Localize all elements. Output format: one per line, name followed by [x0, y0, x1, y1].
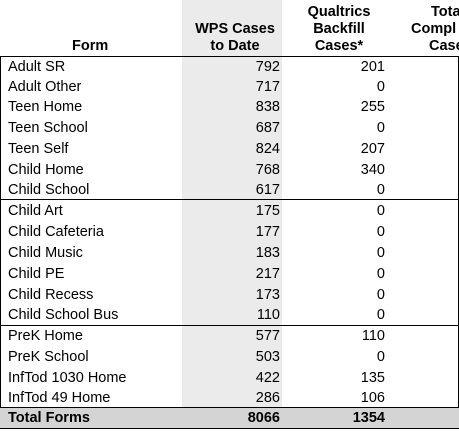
table-row: Child School 617 0	[0, 180, 459, 201]
header-qb-line3: Cases*	[314, 38, 364, 54]
row-wps-cell: 177	[255, 224, 280, 240]
total-form-label: Total Forms	[8, 410, 90, 426]
row-form-cell: Child Cafeteria	[8, 224, 104, 240]
header-wps: WPS Cases to Date	[190, 21, 280, 55]
total-qb-value: 1354	[352, 410, 385, 426]
table-row: Child Home 768 340	[0, 160, 459, 181]
header-form-label: Form	[72, 38, 109, 54]
header-rule	[0, 56, 459, 57]
row-form-cell: InfTod 49 Home	[8, 390, 111, 406]
row-form-cell: Teen Home	[8, 99, 83, 115]
row-qb-cell: 207	[360, 141, 385, 157]
row-qb-cell: 135	[360, 370, 385, 386]
row-wps-cell: 617	[255, 182, 280, 198]
row-qb-cell: 0	[376, 203, 385, 219]
row-form-cell: PreK School	[8, 349, 89, 365]
row-wps-cell: 110	[256, 307, 280, 323]
header-total-line2: Compl	[411, 21, 457, 37]
row-wps-cell: 503	[255, 349, 280, 365]
row-wps-cell: 286	[255, 390, 280, 406]
row-wps-cell: 183	[255, 245, 280, 261]
header-qb-line2: Backfill	[313, 21, 365, 37]
row-wps-cell: 217	[255, 266, 280, 282]
row-qb-cell: 340	[360, 162, 385, 178]
row-qb-cell: 0	[376, 224, 385, 240]
total-top-rule	[0, 407, 459, 408]
header-form: Form	[72, 38, 108, 55]
row-qb-cell: 0	[376, 266, 385, 282]
wps-column-shading	[182, 0, 282, 428]
table-row: Teen School 687 0	[0, 118, 459, 139]
row-form-cell: InfTod 1030 Home	[8, 370, 127, 386]
row-qb-cell: 0	[376, 307, 385, 323]
row-wps-cell: 173	[255, 287, 280, 303]
bottom-rule	[0, 428, 459, 429]
row-qb-cell: 110	[361, 328, 385, 344]
row-qb-cell: 0	[376, 120, 385, 136]
row-form-cell: Child School	[8, 182, 90, 198]
group-divider-1	[0, 199, 459, 200]
header-total-complete: Tota Compl Case	[405, 4, 459, 55]
table-row: InfTod 49 Home 286 106	[0, 388, 459, 409]
total-row: Total Forms 8066 1354	[0, 408, 459, 428]
table-row: PreK School 503 0	[0, 347, 459, 368]
row-form-cell: Child Recess	[8, 287, 94, 303]
row-form-cell: Child Music	[8, 245, 83, 261]
row-wps-cell: 175	[255, 203, 280, 219]
group-divider-2	[0, 325, 459, 326]
table-row: PreK Home 577 110	[0, 326, 459, 347]
left-border	[0, 56, 1, 428]
total-wps-value: 8066	[247, 410, 280, 426]
table-row: Child Music 183 0	[0, 243, 459, 264]
row-qb-cell: 201	[360, 59, 385, 75]
table-row: Child Recess 173 0	[0, 285, 459, 306]
table-row: Teen Self 824 207	[0, 139, 459, 160]
row-form-cell: PreK Home	[8, 328, 83, 344]
row-wps-cell: 824	[255, 141, 280, 157]
table-row: Adult SR 792 201	[0, 57, 459, 78]
row-form-cell: Child School Bus	[8, 307, 119, 323]
header-total-line1: Tota	[431, 4, 459, 20]
row-form-cell: Child Home	[8, 162, 84, 178]
header-wps-line1: WPS Cases	[195, 21, 275, 37]
row-wps-cell: 768	[255, 162, 280, 178]
row-qb-cell: 0	[376, 287, 385, 303]
table-row: Child PE 217 0	[0, 264, 459, 285]
row-wps-cell: 577	[255, 328, 280, 344]
row-qb-cell: 0	[376, 79, 385, 95]
row-wps-cell: 687	[255, 120, 280, 136]
row-form-cell: Adult SR	[8, 59, 66, 75]
row-form-cell: Child PE	[8, 266, 65, 282]
row-wps-cell: 422	[255, 370, 280, 386]
table-row: Child Cafeteria 177 0	[0, 222, 459, 243]
row-wps-cell: 838	[255, 99, 280, 115]
header-wps-line2: to Date	[210, 38, 260, 54]
table-row: Child Art 175 0	[0, 201, 459, 222]
row-qb-cell: 0	[376, 349, 385, 365]
row-qb-cell: 0	[376, 182, 385, 198]
table-row: InfTod 1030 Home 422 135	[0, 368, 459, 389]
header-total-line3: Case	[429, 38, 459, 54]
row-form-cell: Teen Self	[8, 141, 69, 157]
row-wps-cell: 717	[255, 79, 280, 95]
header-qb-line1: Qualtrics	[307, 4, 371, 20]
row-form-cell: Teen School	[8, 120, 88, 136]
table-row: Adult Other 717 0	[0, 77, 459, 98]
row-wps-cell: 792	[255, 59, 280, 75]
row-form-cell: Child Art	[8, 203, 63, 219]
row-qb-cell: 0	[376, 245, 385, 261]
row-form-cell: Adult Other	[8, 79, 82, 95]
header-qualtrics-backfill: Qualtrics Backfill Cases*	[294, 4, 384, 55]
table-row: Teen Home 838 255	[0, 97, 459, 118]
table-row: Child School Bus 110 0	[0, 305, 459, 326]
row-qb-cell: 106	[360, 390, 385, 406]
row-qb-cell: 255	[360, 99, 385, 115]
